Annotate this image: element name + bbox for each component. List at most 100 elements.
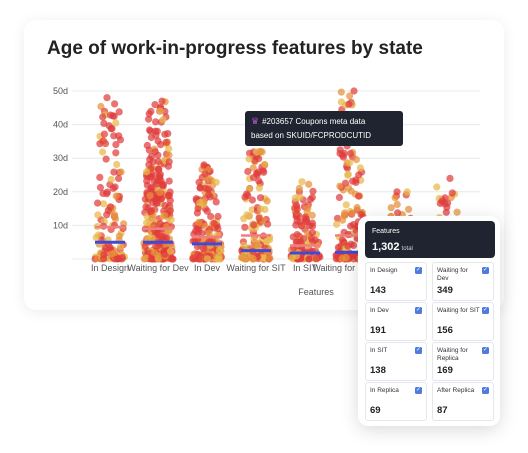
data-point[interactable] [111, 249, 119, 257]
data-point[interactable] [107, 175, 115, 184]
data-point[interactable] [117, 168, 125, 176]
data-point[interactable] [296, 193, 304, 201]
data-point[interactable] [308, 229, 316, 237]
data-point[interactable] [165, 145, 173, 153]
data-point[interactable] [312, 254, 320, 262]
data-point[interactable] [335, 193, 343, 202]
data-point[interactable] [112, 149, 120, 157]
data-point[interactable] [393, 188, 401, 196]
data-point[interactable] [344, 242, 352, 250]
data-point[interactable] [438, 197, 446, 205]
data-point[interactable] [356, 164, 364, 172]
data-point[interactable] [99, 255, 108, 263]
data-point[interactable] [346, 159, 354, 167]
data-point[interactable] [350, 255, 358, 263]
data-point[interactable] [113, 160, 121, 169]
data-point[interactable] [116, 136, 125, 144]
data-point[interactable] [308, 211, 316, 219]
state-tile-after-replica[interactable]: After Replica ✓ 87 [432, 382, 494, 421]
data-point[interactable] [336, 182, 344, 190]
data-point[interactable] [152, 199, 160, 207]
data-point[interactable] [154, 165, 163, 173]
data-point[interactable] [164, 130, 172, 138]
data-point[interactable] [215, 255, 223, 263]
data-point[interactable] [405, 205, 413, 213]
data-point[interactable] [115, 108, 123, 116]
data-point[interactable] [112, 119, 120, 127]
data-point[interactable] [156, 220, 164, 228]
data-point[interactable] [169, 255, 177, 263]
data-point[interactable] [166, 197, 174, 205]
data-point[interactable] [240, 241, 248, 249]
data-point[interactable] [261, 160, 269, 168]
data-point[interactable] [115, 174, 123, 183]
data-point[interactable] [298, 178, 306, 186]
data-point[interactable] [96, 173, 104, 181]
data-point[interactable] [350, 241, 358, 249]
data-point[interactable] [145, 115, 153, 123]
data-point[interactable] [199, 245, 208, 253]
data-point[interactable] [347, 222, 355, 230]
data-point[interactable] [103, 94, 111, 102]
data-point[interactable] [147, 107, 155, 115]
data-point[interactable] [210, 219, 218, 227]
data-point[interactable] [161, 250, 169, 258]
data-point[interactable] [146, 192, 154, 200]
data-point[interactable] [167, 216, 175, 224]
data-point[interactable] [147, 184, 155, 192]
data-point[interactable] [194, 250, 202, 258]
data-point[interactable] [355, 171, 363, 179]
data-point[interactable] [346, 92, 354, 100]
data-point[interactable] [151, 127, 159, 135]
data-point[interactable] [448, 189, 456, 197]
data-point[interactable] [161, 201, 169, 209]
data-point[interactable] [147, 255, 155, 263]
data-point[interactable] [99, 148, 107, 156]
data-point[interactable] [206, 193, 214, 201]
data-point[interactable] [147, 133, 155, 142]
data-point[interactable] [151, 101, 159, 109]
data-point[interactable] [393, 200, 401, 208]
data-point[interactable] [111, 211, 119, 219]
data-point[interactable] [162, 138, 170, 146]
data-point[interactable] [341, 179, 350, 187]
data-point[interactable] [201, 170, 209, 178]
data-point[interactable] [308, 193, 316, 201]
checkbox-checked-icon[interactable]: ✓ [415, 307, 422, 314]
data-point[interactable] [151, 148, 159, 156]
checkbox-checked-icon[interactable]: ✓ [482, 347, 489, 354]
checkbox-checked-icon[interactable]: ✓ [482, 267, 489, 274]
data-point[interactable] [102, 155, 110, 163]
data-point[interactable] [94, 199, 102, 207]
data-point[interactable] [292, 202, 301, 210]
data-point[interactable] [347, 149, 355, 158]
data-point[interactable] [453, 208, 461, 216]
data-point[interactable] [92, 233, 100, 241]
data-point[interactable] [143, 168, 151, 176]
data-point[interactable] [244, 167, 252, 176]
data-point[interactable] [156, 188, 164, 196]
data-point[interactable] [203, 255, 211, 263]
data-point[interactable] [159, 116, 167, 124]
data-point[interactable] [304, 204, 312, 212]
state-tile-in-dev[interactable]: In Dev ✓ 191 [365, 302, 427, 341]
data-point[interactable] [214, 225, 222, 233]
data-point[interactable] [103, 211, 111, 219]
data-point[interactable] [253, 169, 261, 178]
state-tile-in-design[interactable]: In Design ✓ 143 [365, 262, 427, 301]
data-point[interactable] [158, 97, 166, 105]
data-point[interactable] [255, 214, 263, 222]
data-point[interactable] [141, 242, 149, 250]
data-point[interactable] [342, 201, 350, 209]
data-point[interactable] [245, 155, 253, 163]
data-point[interactable] [338, 254, 346, 263]
data-point[interactable] [165, 151, 173, 159]
data-point[interactable] [243, 211, 251, 219]
data-point[interactable] [266, 254, 274, 262]
data-point[interactable] [250, 221, 258, 229]
state-tile-waiting-for-replica[interactable]: Waiting for Replica ✓ 169 [432, 342, 494, 381]
data-point[interactable] [353, 203, 361, 212]
data-point[interactable] [215, 247, 223, 255]
data-point[interactable] [308, 219, 316, 227]
checkbox-checked-icon[interactable]: ✓ [415, 267, 422, 274]
